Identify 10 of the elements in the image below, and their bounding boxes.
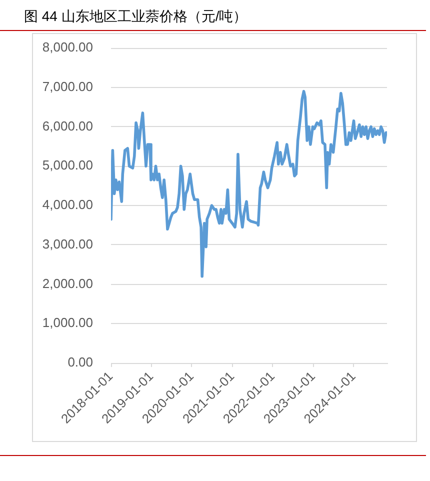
y-tick-label: 8,000.00 — [42, 40, 93, 55]
y-tick-label: 3,000.00 — [42, 236, 93, 252]
y-tick-label: 4,000.00 — [42, 197, 93, 212]
y-tick-label: 1,000.00 — [42, 315, 93, 330]
y-tick-label: 7,000.00 — [42, 78, 93, 94]
y-tick-label: 5,000.00 — [42, 158, 93, 173]
y-tick-label: 2,000.00 — [42, 276, 93, 291]
y-tick-label: 6,000.00 — [42, 118, 93, 134]
chart-title: 图 44 山东地区工业萘价格（元/吨） — [24, 8, 248, 25]
y-tick-label: 0.00 — [68, 354, 93, 370]
